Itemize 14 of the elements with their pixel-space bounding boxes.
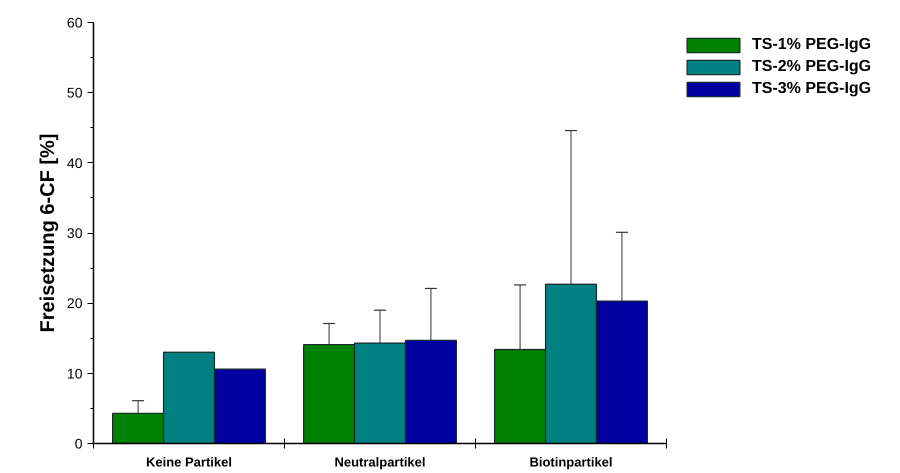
y-tick-label: 40 [66,154,83,171]
y-tick-label: 10 [66,365,83,382]
y-tick-label: 60 [66,14,83,30]
legend-label: TS-2% PEG-IgG [752,58,872,76]
y-axis-title: Freisetzung 6-CF [%] [36,134,59,332]
y-tick-label: 20 [66,295,83,312]
x-tick-label: Keine Partikel [146,454,232,470]
y-tick-label: 30 [66,225,83,241]
x-tick-label: Biotinpartikel [529,454,613,470]
y-tick-label: 0 [74,436,83,452]
x-tick-label: Neutralpartikel [334,454,426,470]
legend-label: TS-1% PEG-IgG [752,36,872,54]
y-tick-label: 50 [66,84,83,101]
legend-label: TS-3% PEG-IgG [752,80,872,98]
